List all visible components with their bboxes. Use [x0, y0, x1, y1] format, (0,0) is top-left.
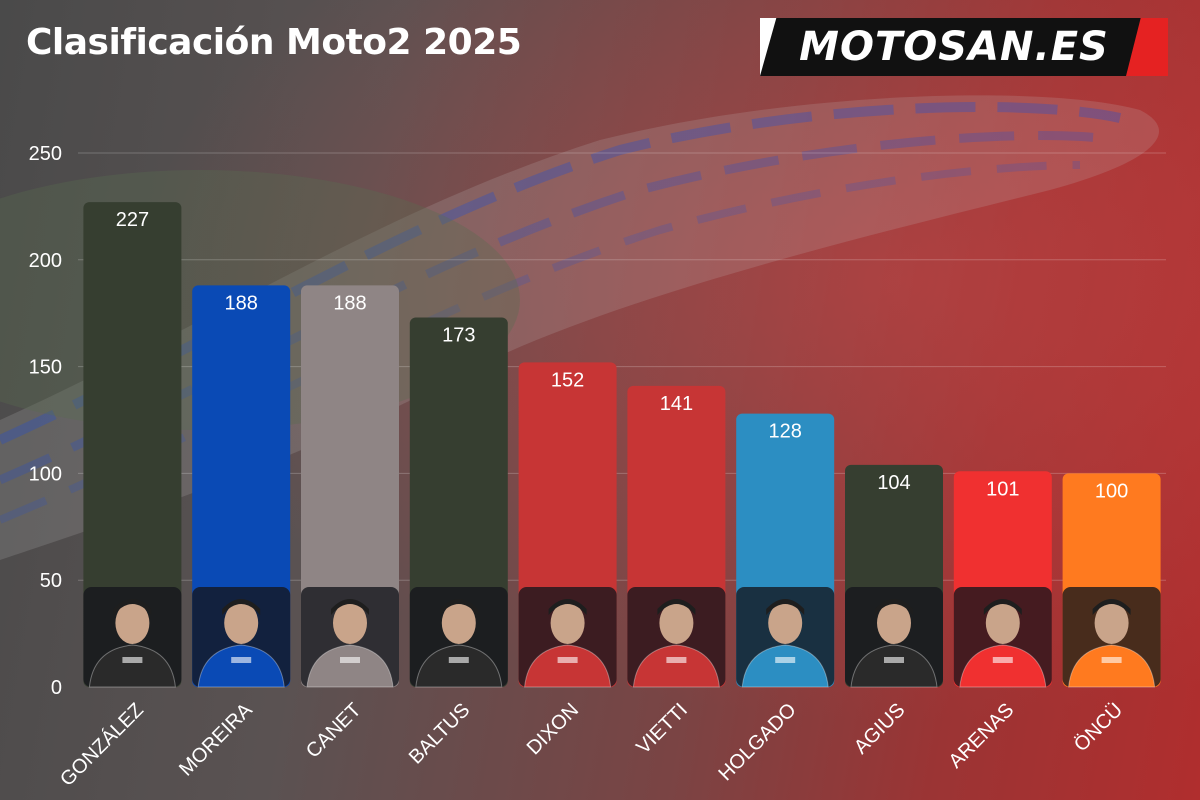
bar-value-label: 104 [877, 472, 910, 494]
motosan-logo: MOTOSAN.ES [760, 18, 1168, 76]
y-tick-label: 150 [29, 357, 62, 379]
bar-value-label: 188 [333, 292, 366, 314]
x-tick-label: HOLGADO [714, 699, 800, 785]
rider-photo [736, 587, 835, 688]
bar-value-label: 227 [116, 209, 149, 231]
rider-photo [845, 587, 943, 688]
y-axis: 0 50 100 150 200 250 [29, 143, 62, 699]
bar [192, 285, 291, 687]
bar-value-label: 128 [769, 421, 802, 443]
x-tick-label: BALTUS [405, 699, 475, 769]
rider-photos [83, 587, 1161, 688]
y-tick-label: 0 [51, 677, 62, 699]
bar-value-label: 100 [1095, 480, 1128, 502]
rider-photo [301, 587, 399, 688]
x-tick-label: ÖNCÜ [1070, 699, 1127, 756]
x-tick-label: DIXON [523, 699, 583, 759]
x-tick-label: VIETTI [632, 699, 692, 759]
chart-title: Clasificación Moto2 2025 [26, 22, 522, 63]
bar-value-label: 173 [442, 324, 475, 346]
rider-photo [192, 587, 291, 688]
y-tick-label: 50 [40, 570, 62, 592]
x-tick-label: GONZÁLEZ [55, 698, 147, 790]
x-axis: GONZÁLEZ MOREIRA CANET BALTUS DIXON VIETTI HOL… [55, 698, 1127, 790]
bar-value-label: 101 [986, 478, 1019, 500]
bar [83, 202, 182, 688]
rider-photo [409, 587, 508, 688]
y-tick-label: 200 [29, 250, 62, 272]
bar [301, 285, 399, 687]
bar-value-label: 141 [660, 393, 693, 415]
rider-photo [1062, 587, 1161, 688]
logo-background [760, 18, 1168, 76]
rider-photo [627, 587, 726, 688]
rider-photo [83, 587, 182, 688]
x-tick-label: CANET [302, 699, 365, 762]
data-labels: 227 188 188 173 152 141 128 104 101 100 [116, 209, 1129, 502]
bar-value-label: 188 [225, 292, 258, 314]
x-tick-label: ARENAS [945, 699, 1019, 773]
x-tick-label: MOREIRA [175, 699, 257, 781]
y-tick-label: 250 [29, 143, 62, 165]
logo-text: MOTOSAN.ES [799, 24, 1109, 70]
rider-photo [953, 587, 1052, 688]
rider-photo [518, 587, 617, 688]
x-tick-label: AGIUS [850, 699, 910, 759]
y-tick-label: 100 [29, 463, 62, 485]
bar-value-label: 152 [551, 369, 584, 391]
